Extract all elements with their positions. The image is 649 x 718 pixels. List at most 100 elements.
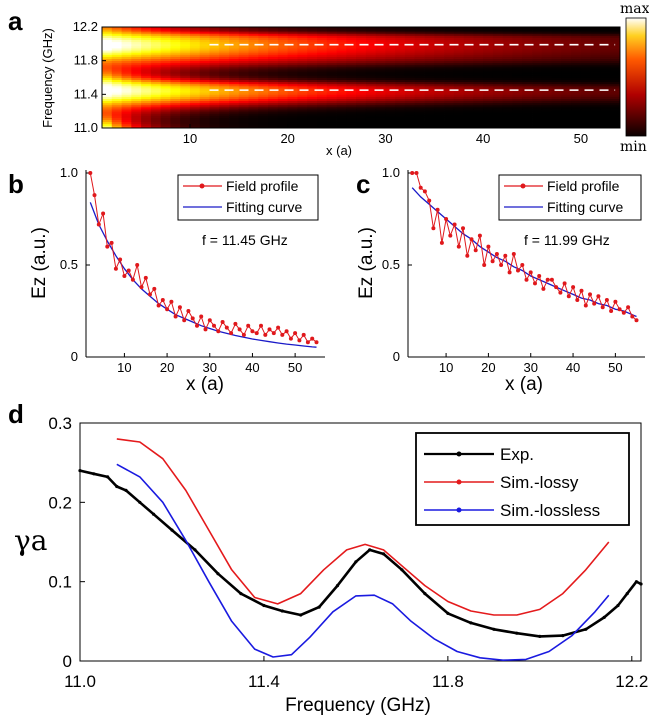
heatmap-cell: [453, 104, 465, 108]
heatmap-cell: [336, 125, 347, 129]
heatmap-cell: [277, 45, 289, 49]
heatmap-cell: [111, 29, 122, 32]
heatmap-cell: [189, 73, 201, 76]
heatmap-cell: [463, 62, 474, 66]
data-point-field-profile: [604, 298, 609, 302]
heatmap-cell: [131, 43, 142, 47]
heatmap-cell: [610, 98, 621, 102]
heatmap-cell: [444, 125, 455, 129]
heatmap-cell: [189, 48, 201, 51]
heatmap-cell: [336, 31, 347, 34]
heatmap-cell: [522, 106, 533, 110]
heatmap-cell: [160, 83, 171, 87]
heatmap-cell: [102, 90, 113, 93]
heatmap-cell: [483, 66, 494, 70]
data-point-field-profile: [186, 309, 191, 313]
heatmap-cell: [229, 111, 240, 114]
heatmap-cell: [522, 79, 533, 83]
heatmap-cell: [150, 58, 162, 62]
heatmap-cell: [121, 77, 132, 80]
heatmap-cell: [522, 58, 533, 62]
heatmap-frame: [101, 26, 621, 129]
heatmap-cell: [248, 35, 259, 38]
heatmap-cell: [336, 123, 347, 127]
heatmap-cell: [395, 102, 406, 106]
heatmap-cell: [336, 45, 347, 49]
heatmap-cell: [512, 123, 523, 127]
heatmap-cell: [444, 27, 455, 30]
heatmap-cell: [365, 111, 377, 114]
legend-marker-lossy: [456, 479, 462, 485]
heatmap-cell: [590, 102, 601, 106]
heatmap-cell: [189, 85, 201, 89]
heatmap-cell: [141, 75, 152, 78]
data-point-exp: [602, 615, 606, 620]
heatmap-cell: [180, 43, 191, 47]
heatmap-cell: [141, 35, 152, 38]
heatmap-cell: [189, 123, 201, 127]
heatmap-cell: [453, 117, 465, 120]
heatmap-cell: [326, 60, 337, 64]
heatmap-cell: [277, 92, 289, 95]
heatmap-cell: [268, 100, 279, 104]
heatmap-cell: [258, 106, 269, 110]
heatmap-cell: [209, 66, 220, 70]
heatmap-cell: [590, 41, 601, 45]
heatmap-cell: [551, 62, 562, 66]
y-tick-label-a: 11.4: [74, 86, 98, 101]
heatmap-cell: [561, 117, 572, 120]
heatmap-cell: [590, 85, 601, 89]
heatmap-cell: [219, 48, 230, 51]
heatmap-cell: [404, 113, 416, 116]
data-point-exp: [561, 634, 565, 638]
heatmap-cell: [385, 62, 396, 66]
heatmap-cell: [229, 48, 240, 51]
heatmap-cell: [600, 73, 611, 76]
heatmap-cell: [561, 94, 572, 97]
heatmap-cell: [170, 62, 181, 66]
heatmap-cell: [600, 37, 611, 41]
heatmap-cell: [561, 111, 572, 114]
data-point-exp: [446, 611, 450, 616]
heatmap-cell: [336, 29, 347, 32]
heatmap-cell: [561, 69, 572, 72]
heatmap-cell: [346, 45, 357, 49]
heatmap-cell: [522, 92, 533, 95]
data-point-field-profile: [473, 248, 478, 253]
heatmap-cell: [238, 115, 249, 118]
heatmap-cell: [492, 75, 504, 78]
heatmap-cell: [600, 115, 611, 118]
data-point-exp: [193, 548, 197, 552]
heatmap-cell: [102, 121, 113, 125]
heatmap-cell: [600, 69, 611, 72]
heatmap-cell: [590, 96, 601, 99]
heatmap-cell: [590, 31, 601, 34]
heatmap-cell: [492, 90, 504, 93]
heatmap-cell: [541, 79, 552, 83]
heatmap-cell: [395, 85, 406, 89]
heatmap-cell: [463, 96, 474, 99]
heatmap-cell: [492, 77, 504, 80]
heatmap-cell: [307, 121, 318, 125]
heatmap-cell: [160, 39, 171, 43]
heatmap-cell: [307, 75, 318, 78]
heatmap-cell: [365, 75, 377, 78]
heatmap-cell: [492, 102, 504, 106]
y-tick-label-d: 0.2: [48, 493, 72, 512]
heatmap-cell: [150, 50, 162, 53]
heatmap-cell: [483, 75, 494, 78]
heatmap-cell: [199, 29, 210, 32]
heatmap-cell: [336, 71, 347, 74]
heatmap-cell: [483, 106, 494, 110]
heatmap-cell: [492, 79, 504, 83]
heatmap-cell: [590, 33, 601, 36]
heatmap-cell: [463, 35, 474, 38]
heatmap-cell: [580, 94, 592, 97]
heatmap-cell: [336, 43, 347, 47]
heatmap-cell: [248, 48, 259, 51]
heatmap-cell: [434, 71, 445, 74]
heatmap-cell: [180, 56, 191, 59]
heatmap-cell: [404, 102, 416, 106]
heatmap-cell: [551, 27, 562, 30]
heatmap-cell: [404, 115, 416, 118]
